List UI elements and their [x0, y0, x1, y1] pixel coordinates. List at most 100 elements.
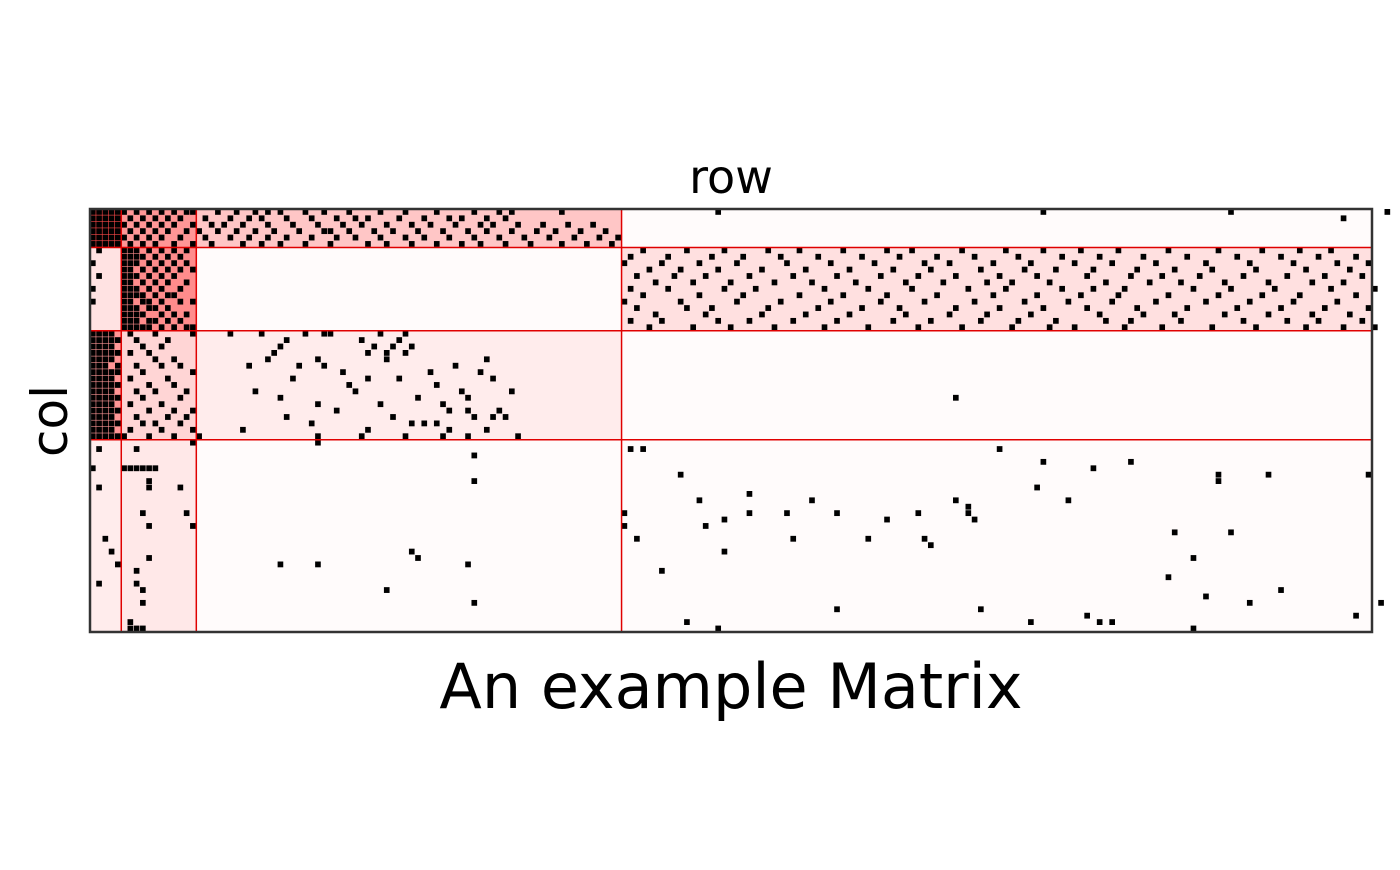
- matrix-cell: [102, 420, 109, 427]
- matrix-cell: [559, 209, 565, 215]
- matrix-cell: [302, 241, 309, 247]
- matrix-cell: [458, 241, 465, 247]
- matrix-cell: [415, 555, 421, 561]
- matrix-cell: [115, 394, 121, 401]
- matrix-cell: [152, 279, 159, 286]
- matrix-cell: [102, 426, 109, 433]
- matrix-cell: [108, 221, 115, 228]
- matrix-cell: [108, 369, 115, 376]
- matrix-cell: [871, 260, 878, 267]
- matrix-cell: [183, 388, 190, 395]
- matrix-cell: [177, 285, 184, 292]
- matrix-cell: [1234, 305, 1241, 311]
- matrix-cell: [321, 362, 328, 369]
- matrix-cell: [1228, 209, 1234, 215]
- matrix-cell: [1146, 279, 1153, 286]
- matrix-cell: [671, 273, 678, 279]
- matrix-cell: [1296, 247, 1303, 254]
- matrix-cell: [127, 260, 134, 267]
- matrix-cell: [121, 209, 127, 215]
- matrix-cell: [834, 273, 840, 279]
- matrix-cell: [590, 221, 596, 228]
- matrix-cell: [140, 228, 146, 235]
- matrix-cell: [115, 350, 121, 356]
- matrix-cell: [552, 228, 559, 235]
- matrix-cell: [509, 228, 515, 235]
- matrix-cell: [490, 221, 496, 228]
- matrix-cell: [696, 260, 703, 267]
- matrix-cell: [534, 228, 540, 235]
- matrix-cell: [146, 260, 152, 267]
- matrix-cell: [146, 273, 152, 279]
- matrix-cell: [127, 625, 134, 632]
- matrix-cell: [1378, 599, 1384, 606]
- matrix-cell: [840, 247, 847, 254]
- matrix-cell: [127, 465, 134, 472]
- matrix-cell: [127, 311, 134, 318]
- matrix-cell: [133, 324, 140, 331]
- matrix-cell: [884, 516, 890, 523]
- matrix-cell: [909, 285, 915, 292]
- matrix-cell: [315, 401, 321, 408]
- matrix-cell: [183, 510, 190, 517]
- matrix-cell: [177, 253, 184, 260]
- matrix-cell: [133, 580, 140, 587]
- matrix-cell: [827, 260, 834, 267]
- matrix-cell: [1059, 253, 1065, 260]
- matrix-cell: [283, 234, 290, 241]
- matrix-cell: [333, 234, 340, 241]
- matrix-cell: [1296, 292, 1303, 299]
- matrix-cell: [96, 362, 102, 369]
- matrix-cell: [846, 266, 853, 273]
- matrix-cell: [102, 414, 109, 420]
- matrix-cell: [108, 420, 115, 427]
- matrix-cell: [996, 305, 1003, 311]
- matrix-cell: [915, 510, 922, 517]
- matrix-cell: [702, 311, 709, 318]
- matrix-cell: [1346, 311, 1353, 318]
- matrix-cell: [615, 234, 621, 241]
- matrix-cell: [1334, 298, 1341, 305]
- matrix-cell: [90, 285, 96, 292]
- matrix-cell: [696, 292, 703, 299]
- matrix-cell: [90, 221, 96, 228]
- matrix-cell: [802, 311, 809, 318]
- matrix-cell: [1209, 324, 1216, 331]
- matrix-cell: [1353, 612, 1359, 619]
- matrix-cell: [96, 209, 102, 215]
- matrix-cell: [90, 330, 96, 337]
- matrix-cell: [502, 241, 509, 247]
- matrix-cell: [365, 215, 371, 222]
- matrix-cell: [1090, 266, 1097, 273]
- matrix-cell: [246, 362, 252, 369]
- matrix-cell: [1103, 317, 1109, 324]
- matrix-cell: [865, 324, 872, 331]
- matrix-cell: [96, 382, 102, 388]
- matrix-cell: [108, 433, 115, 440]
- matrix-cell: [471, 478, 478, 484]
- matrix-cell: [471, 414, 478, 420]
- matrix-cell: [315, 356, 321, 363]
- matrix-cell: [996, 273, 1003, 279]
- matrix-cell: [115, 433, 121, 440]
- matrix-cell: [1115, 292, 1122, 299]
- block-3-3: [621, 439, 1372, 632]
- matrix-cell: [102, 375, 109, 382]
- matrix-cell: [496, 407, 503, 414]
- block-0-0: [90, 209, 122, 248]
- matrix-cell: [446, 215, 453, 222]
- matrix-cell: [659, 260, 665, 267]
- matrix-cell: [177, 317, 184, 324]
- matrix-cell: [96, 234, 102, 241]
- matrix-cell: [121, 279, 127, 286]
- matrix-cell: [1040, 247, 1047, 254]
- matrix-cell: [721, 247, 728, 254]
- matrix-cell: [890, 317, 897, 324]
- block-0-1: [121, 209, 197, 248]
- matrix-cell: [1290, 260, 1297, 267]
- matrix-cell: [158, 247, 165, 254]
- matrix-cell: [127, 426, 134, 433]
- matrix-cell: [102, 343, 109, 350]
- matrix-cell: [1234, 253, 1241, 260]
- matrix-cell: [90, 260, 96, 267]
